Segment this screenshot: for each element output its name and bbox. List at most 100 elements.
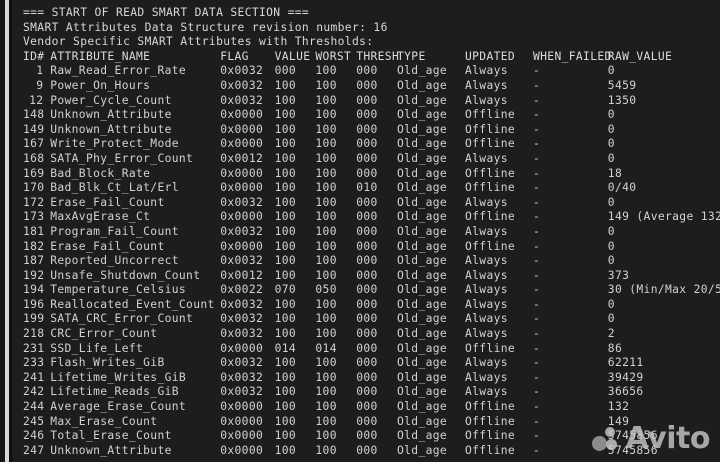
table-row: 1 Raw_Read_Error_Rate 0x0032 000 100 000 Old_a…	[12, 64, 720, 79]
row-cell-thresh: 000	[356, 224, 378, 238]
row-cell-value: 100	[274, 443, 297, 457]
row-cell-attribute-name: Unknown_Attribute	[50, 122, 172, 136]
row-cell-updated: Always	[465, 254, 508, 268]
row-cell-id: 196	[23, 297, 45, 311]
row-cell-type: Old_age	[397, 210, 448, 224]
row-cell-id: 245	[23, 414, 45, 428]
row-cell-flag: 0x0032	[220, 195, 264, 209]
row-cell-value: 100	[274, 268, 297, 282]
table-row: 12 Power_Cycle_Count 0x0032 100 100 000 Old_ag…	[12, 94, 720, 109]
row-cell-worst: 100	[315, 297, 337, 311]
row-cell-worst: 100	[315, 429, 337, 443]
row-cell-flag: 0x0000	[220, 443, 264, 457]
row-cell-worst: 100	[315, 166, 337, 180]
row-cell-flag: 0x0032	[220, 356, 264, 370]
row-cell-raw-value: 0	[607, 137, 615, 151]
row-cell-thresh: 000	[356, 356, 378, 370]
row-cell-flag: 0x0000	[220, 429, 264, 443]
row-cell-value: 100	[274, 224, 297, 238]
row-cell-flag: 0x0032	[220, 327, 264, 341]
row-cell-thresh: 000	[356, 283, 378, 297]
row-cell-updated: Offline	[465, 443, 516, 457]
row-cell-value: 100	[274, 181, 297, 195]
row-cell-type: Old_age	[397, 312, 448, 326]
row-cell-id: 168	[23, 151, 45, 165]
table-row: 167 Write_Protect_Mode 0x0000 100 100 000 Old_…	[12, 137, 720, 152]
row-cell-flag: 0x0000	[220, 181, 264, 195]
row-cell-thresh: 000	[356, 385, 378, 399]
row-cell-updated: Offline	[465, 108, 516, 122]
row-cell-worst: 100	[315, 137, 337, 151]
row-cell-attribute-name: Erase_Fail_Count	[50, 239, 165, 253]
row-cell-thresh: 000	[356, 297, 378, 311]
row-cell-value: 100	[274, 297, 297, 311]
row-cell-raw-value: 62211	[607, 356, 644, 370]
row-cell-attribute-name: Reallocated_Event_Count	[50, 297, 215, 311]
row-cell-thresh: 000	[356, 166, 378, 180]
row-cell-attribute-name: Lifetime_Writes_GiB	[50, 370, 187, 384]
row-cell-attribute-name: Total_Erase_Count	[50, 429, 172, 443]
table-row: 172 Erase_Fail_Count 0x0032 100 100 000 Old_ag…	[12, 196, 720, 211]
row-cell-value: 100	[274, 210, 297, 224]
row-cell-type: Old_age	[397, 137, 448, 151]
row-cell-when-failed: -	[533, 137, 541, 151]
left-edge-dark-strip	[0, 0, 5, 462]
row-cell-thresh: 000	[356, 122, 378, 136]
row-cell-id: 192	[23, 268, 45, 282]
row-cell-value: 100	[274, 254, 297, 268]
row-cell-flag: 0x0032	[220, 312, 264, 326]
row-cell-value: 100	[274, 370, 297, 384]
row-cell-id: 169	[23, 166, 45, 180]
table-row: 173 MaxAvgErase_Ct 0x0000 100 100 000 Old_age O…	[12, 210, 720, 225]
row-cell-value: 100	[274, 239, 297, 253]
row-cell-flag: 0x0000	[220, 239, 264, 253]
row-cell-raw-value: 39429	[607, 370, 644, 384]
row-cell-raw-value: 1350	[607, 93, 637, 107]
row-cell-attribute-name: Bad_Blk_Ct_Lat/Erl	[50, 181, 179, 195]
row-cell-flag: 0x0012	[220, 151, 264, 165]
smart-revision-line: SMART Attributes Data Structure revision…	[23, 20, 388, 34]
row-cell-attribute-name: Raw_Read_Error_Rate	[50, 64, 187, 78]
row-cell-raw-value: 0	[607, 64, 615, 78]
table-row: 242 Lifetime_Reads_GiB 0x0032 100 100 000 Old_…	[12, 385, 720, 400]
row-cell-attribute-name: Power_On_Hours	[50, 78, 151, 92]
row-cell-thresh: 000	[356, 78, 378, 92]
terminal-output-pane[interactable]: === START OF READ SMART DATA SECTION ===…	[12, 0, 720, 462]
table-row: 194 Temperature_Celsius 0x0022 070 050 000 Old…	[12, 283, 720, 298]
row-cell-flag: 0x0032	[220, 93, 264, 107]
row-cell-value: 100	[274, 137, 297, 151]
row-cell-thresh: 000	[356, 443, 378, 457]
row-cell-id: 173	[23, 210, 45, 224]
row-cell-thresh: 010	[356, 181, 378, 195]
row-cell-id: 247	[23, 443, 45, 457]
row-cell-thresh: 000	[356, 312, 378, 326]
row-cell-value: 100	[274, 312, 297, 326]
column-header-thresh: THRESH	[356, 49, 400, 63]
row-cell-when-failed: -	[533, 254, 541, 268]
table-row: 231 SSD_Life_Left 0x0000 014 014 000 Old_age Of…	[12, 342, 720, 357]
column-header-flag: FLAG	[220, 49, 249, 63]
row-cell-thresh: 000	[356, 151, 378, 165]
row-cell-worst: 100	[315, 210, 337, 224]
row-cell-worst: 100	[315, 151, 337, 165]
row-cell-flag: 0x0000	[220, 137, 264, 151]
row-cell-type: Old_age	[397, 443, 448, 457]
row-cell-worst: 100	[315, 93, 337, 107]
row-cell-when-failed: -	[533, 268, 541, 282]
row-cell-type: Old_age	[397, 356, 448, 370]
column-header-worst: WORST	[315, 49, 352, 63]
row-cell-value: 100	[274, 195, 297, 209]
row-cell-updated: Offline	[465, 137, 516, 151]
row-cell-value: 100	[274, 78, 297, 92]
row-cell-raw-value: 0	[607, 151, 615, 165]
row-cell-updated: Always	[465, 370, 508, 384]
row-cell-type: Old_age	[397, 327, 448, 341]
row-cell-worst: 100	[315, 385, 337, 399]
row-cell-value: 100	[274, 151, 297, 165]
row-cell-worst: 100	[315, 239, 337, 253]
row-cell-worst: 100	[315, 122, 337, 136]
row-cell-value: 100	[274, 122, 297, 136]
row-cell-id: 244	[23, 400, 45, 414]
row-cell-attribute-name: Write_Protect_Mode	[50, 137, 179, 151]
row-cell-flag: 0x0032	[220, 64, 264, 78]
